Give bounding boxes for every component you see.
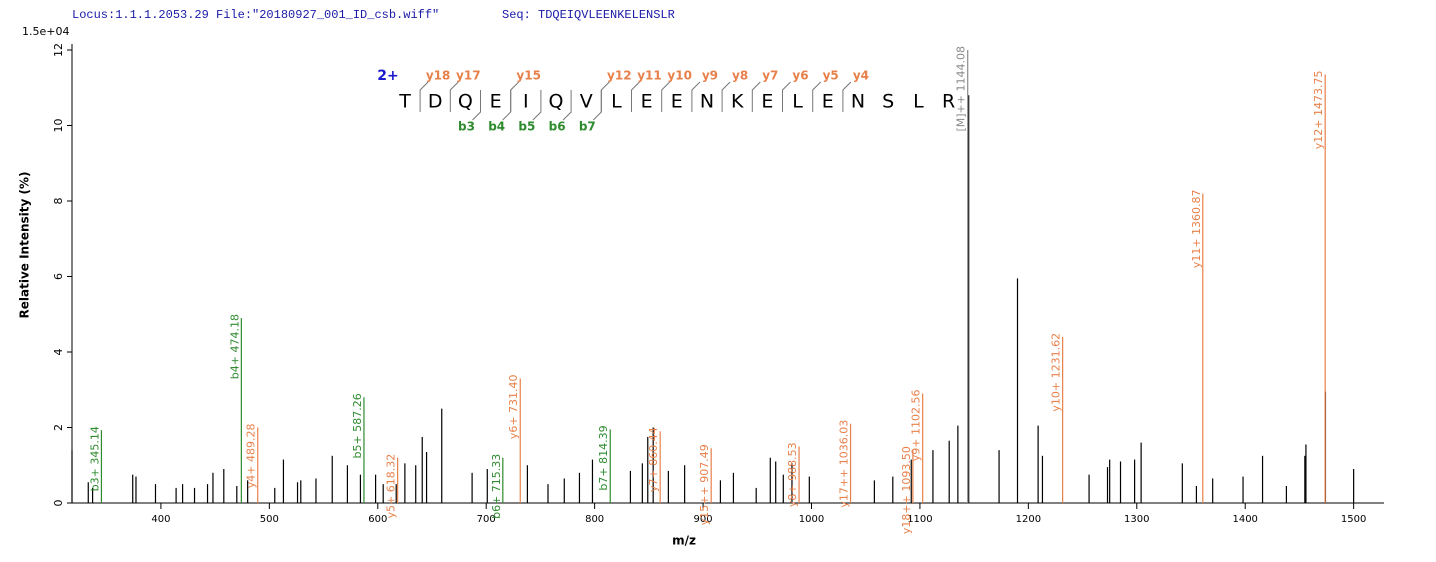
y-ion-bracket (449, 81, 459, 112)
residue: D (428, 91, 443, 113)
y-ion-bracket (842, 81, 852, 112)
residue: E (641, 91, 653, 113)
y-ion-bracket (751, 81, 761, 112)
b-ion-label: b6 (549, 120, 566, 134)
x-tick-label: 1400 (1232, 514, 1257, 525)
y-ion-bracket (631, 81, 640, 112)
b-ion-label: b3 (458, 120, 475, 134)
residue: E (822, 91, 834, 113)
ion-label: y4+ 489.28 (245, 424, 258, 489)
ion-label: y12+ 1473.75 (1312, 71, 1325, 150)
y-ion-bracket (419, 81, 429, 112)
ion-label: b5+ 587.26 (351, 393, 364, 458)
y-ion-label: y12 (607, 69, 632, 83)
b-ion-bracket (472, 90, 481, 121)
x-tick-label: 700 (477, 514, 496, 525)
residue: V (580, 91, 593, 113)
residue: E (490, 91, 502, 113)
y-axis-label: Relative Intensity (%) (18, 172, 32, 319)
y-ion-bracket (691, 81, 701, 112)
x-tick-label: 900 (694, 514, 713, 525)
y-tick-label: 2 (52, 424, 65, 431)
ion-label: b6+ 715.33 (490, 454, 503, 519)
y-ion-label: y15 (516, 69, 541, 83)
b-ion-label: b7 (579, 120, 596, 134)
y-tick-label: 10 (52, 119, 65, 133)
residue: E (671, 91, 683, 113)
y-ion-bracket (812, 81, 822, 112)
ion-label: y17++ 1036.03 (838, 420, 851, 508)
b-ion-label: b4 (488, 120, 505, 134)
y-ion-label: y17 (456, 69, 481, 83)
ion-label: y6+ 731.40 (507, 374, 520, 439)
residue: K (731, 91, 744, 113)
ion-label: b7+ 814.39 (597, 425, 610, 490)
residue: Q (549, 91, 564, 113)
ion-label: b3+ 345.14 (88, 426, 101, 491)
x-tick-label: 600 (368, 514, 387, 525)
ion-label: [M]++ 1144.08 (955, 46, 968, 132)
y-ion-bracket (510, 81, 520, 112)
residue: Q (458, 91, 473, 113)
residue: I (523, 91, 529, 113)
residue: S (882, 91, 894, 113)
x-tick-label: 400 (151, 514, 170, 525)
x-tick-label: 1300 (1124, 514, 1149, 525)
x-tick-label: 1100 (907, 514, 932, 525)
y-ion-label: y18 (426, 69, 451, 83)
ion-label: y10+ 1231.62 (1050, 333, 1063, 412)
x-axis-label: m/z (672, 534, 696, 548)
ion-label: y11+ 1360.87 (1190, 189, 1203, 268)
residue: L (792, 91, 803, 113)
ion-label: y8+ 988.53 (786, 442, 799, 507)
ion-label: y15++ 907.49 (698, 444, 711, 525)
residue: R (942, 91, 955, 113)
y-ion-bracket (721, 81, 731, 112)
b-ion-bracket (532, 90, 542, 121)
y-ion-label: y9 (702, 69, 718, 83)
y-ion-label: y10 (667, 69, 692, 83)
y-ion-label: y7 (762, 69, 778, 83)
y-tick-label: 6 (52, 273, 65, 280)
y-ion-label: y4 (853, 69, 869, 83)
x-tick-label: 1000 (799, 514, 824, 525)
y-ion-label: y6 (792, 69, 808, 83)
ion-label: y9+ 1102.56 (910, 390, 923, 462)
residue: T (398, 91, 411, 113)
y-tick-label: 8 (52, 198, 65, 205)
residue: L (913, 91, 924, 113)
ion-label: y5+ 618.32 (385, 454, 398, 519)
y-ion-label: y11 (637, 69, 662, 83)
b-ion-bracket (592, 90, 602, 121)
x-tick-label: 1200 (1016, 514, 1041, 525)
residue: N (700, 91, 714, 113)
y-tick-label: 0 (52, 500, 65, 507)
residue: L (611, 91, 622, 113)
ion-label: y7+ 860.44 (647, 427, 660, 492)
y-ion-bracket (661, 81, 671, 112)
y-tick-label: 4 (52, 349, 65, 356)
header-locus: Locus:1.1.1.2053.29 File:"20180927_001_I… (72, 8, 439, 22)
b-ion-bracket (502, 90, 512, 121)
residue: E (761, 91, 773, 113)
y-ion-label: y8 (732, 69, 748, 83)
charge: 2+ (377, 68, 398, 84)
y-ion-bracket (600, 81, 610, 112)
x-tick-label: 800 (585, 514, 604, 525)
b-ion-bracket (562, 90, 572, 121)
ion-label: y18++ 1093.50 (900, 446, 913, 534)
ion-label: b4+ 474.18 (228, 314, 241, 379)
y-ion-bracket (782, 81, 791, 112)
y-tick-label: 12 (52, 43, 65, 57)
b-ion-label: b5 (518, 120, 535, 134)
x-tick-label: 1500 (1341, 514, 1366, 525)
scale-label: 1.5e+04 (22, 25, 69, 38)
residue: N (851, 91, 865, 113)
header-seq: Seq: TDQEIQVLEENKELENSLR (502, 8, 675, 22)
y-ion-label: y5 (823, 69, 839, 83)
x-tick-label: 500 (260, 514, 279, 525)
